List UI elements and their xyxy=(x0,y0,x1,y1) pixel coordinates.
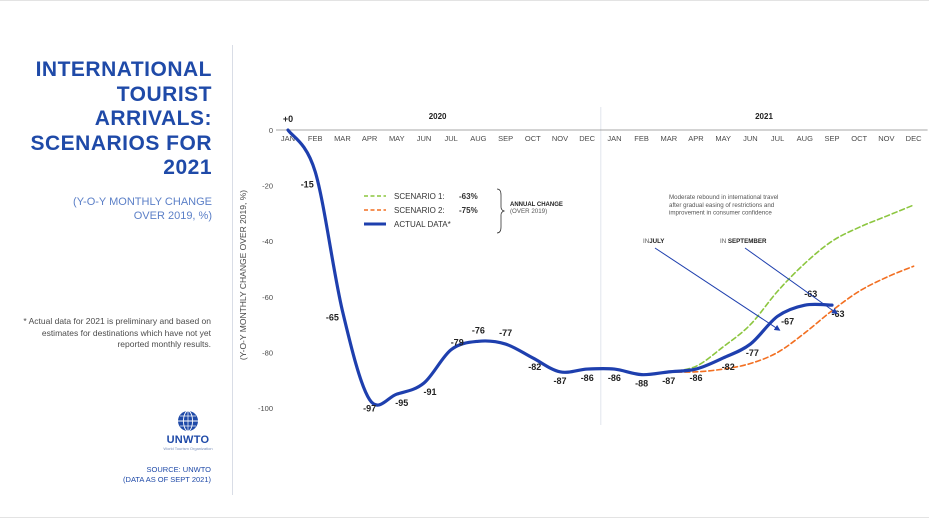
x-tick-label: DEC xyxy=(579,134,595,143)
callout-arrow-july xyxy=(654,247,781,331)
legend-value-scenario-1: -63% xyxy=(459,192,478,201)
source-line: (DATA AS OF SEPT 2021) xyxy=(123,475,211,484)
callout-emphasis: JULY xyxy=(649,238,665,245)
title-line: 2021 xyxy=(163,156,212,179)
x-tick-label: APR xyxy=(362,134,378,143)
y-tick-label: -60 xyxy=(262,293,273,302)
footnote: * Actual data for 2021 is preliminary an… xyxy=(23,316,211,349)
y-tick-label: 0 xyxy=(269,126,273,135)
logo-name: UNWTO xyxy=(166,434,210,446)
x-tick-label: OCT xyxy=(851,134,867,143)
x-tick-label: MAY xyxy=(715,134,731,143)
x-tick-label: AUG xyxy=(470,134,486,143)
annotation-line: improvement in consumer confidence xyxy=(669,210,772,217)
data-label: -86 xyxy=(608,373,621,383)
globe-icon xyxy=(178,410,198,432)
x-tick-label: SEP xyxy=(498,134,513,143)
x-tick-label: JUL xyxy=(445,134,458,143)
x-tick-label: NOV xyxy=(552,134,568,143)
y-axis-label: (Y-O-Y MONTHLY CHANGE OVER 2019, %) xyxy=(238,190,248,360)
x-tick-label: JUN xyxy=(743,134,758,143)
x-tick-label: MAY xyxy=(389,134,405,143)
x-tick-label: NOV xyxy=(878,134,894,143)
subtitle-line: OVER 2019, %) xyxy=(133,209,212,222)
data-label: -95 xyxy=(395,398,408,408)
y-tick-label: -20 xyxy=(262,182,273,191)
legend-value-scenario-2: -75% xyxy=(459,206,478,215)
x-tick-label: JUN xyxy=(417,134,432,143)
page-title: INTERNATIONAL TOURIST ARRIVALS: SCENARIO… xyxy=(12,58,212,181)
title-line: SCENARIOS FOR xyxy=(30,131,212,155)
callout-emphasis: SEPTEMBER xyxy=(728,238,767,245)
legend-label-scenario-2: SCENARIO 2: xyxy=(394,206,445,215)
chart-legend: SCENARIO 1: -63% SCENARIO 2: -75% ACTUAL DAT… xyxy=(364,188,563,234)
x-tick-label: APR xyxy=(688,134,704,143)
legend-label-scenario-1: SCENARIO 1: xyxy=(394,192,445,201)
callout-prefix: IN xyxy=(720,238,728,245)
series-line-actual xyxy=(286,128,834,407)
title-line: ARRIVALS: xyxy=(94,107,212,130)
data-label: -67 xyxy=(781,316,794,326)
callout-july: INJULY xyxy=(643,238,665,245)
data-label: -88 xyxy=(635,379,648,389)
callout-arrow-september xyxy=(744,247,838,315)
y-tick-label: -80 xyxy=(262,348,273,357)
x-tick-label: JAN xyxy=(281,134,295,143)
legend-group-sublabel: (OVER 2019) xyxy=(510,208,547,215)
data-label: -77 xyxy=(746,348,759,358)
data-label: -63 xyxy=(804,289,817,299)
data-label: -82 xyxy=(722,362,735,372)
legend-group-label: ANNUAL CHANGE xyxy=(510,202,563,208)
data-label: -76 xyxy=(472,325,485,335)
data-label: -77 xyxy=(499,328,512,338)
x-tick-label: AUG xyxy=(797,134,813,143)
annotation-line: Moderate rebound in international travel xyxy=(669,194,778,201)
y-tick-label: -100 xyxy=(258,404,273,413)
series-line-scenario-2 xyxy=(668,265,915,373)
source-note: SOURCE: UNWTO (DATA AS OF SEPT 2021) xyxy=(90,465,211,485)
data-label: +0 xyxy=(283,114,293,124)
subtitle-line: (Y-O-Y MONTHLY CHANGE xyxy=(73,195,212,208)
data-label: -97 xyxy=(363,404,376,414)
line-chart: 2020 2021 JAN FEB MAR APR MAY JUN JUL AUG SEP OCT NO… xyxy=(238,107,928,425)
logo-tagline: World Tourism Organization xyxy=(163,446,213,451)
year-label-2020: 2020 xyxy=(429,112,447,121)
source-line: SOURCE: UNWTO xyxy=(146,465,211,474)
data-label: -79 xyxy=(451,338,464,348)
page-subtitle: (Y-O-Y MONTHLY CHANGE OVER 2019, %) xyxy=(12,195,212,223)
callout-prefix: IN xyxy=(643,238,649,245)
callout-september: IN SEPTEMBER xyxy=(720,238,767,245)
title-line: INTERNATIONAL xyxy=(35,58,212,81)
x-tick-label: OCT xyxy=(525,134,541,143)
data-label: -86 xyxy=(689,373,702,383)
x-tick-label: FEB xyxy=(308,134,323,143)
data-label: -15 xyxy=(301,180,314,190)
data-label: -91 xyxy=(423,387,436,397)
panel-divider xyxy=(232,45,233,495)
legend-brace xyxy=(496,188,506,234)
left-panel: INTERNATIONAL TOURIST ARRIVALS: SCENARIO… xyxy=(12,58,212,223)
data-label: -87 xyxy=(553,376,566,386)
x-tick-label: SEP xyxy=(824,134,839,143)
y-tick-label: -40 xyxy=(262,237,273,246)
data-label: -82 xyxy=(528,362,541,372)
x-tick-label: DEC xyxy=(906,134,922,143)
series-line-scenario-1 xyxy=(668,204,915,373)
data-label: -65 xyxy=(326,313,339,323)
x-tick-label: JAN xyxy=(607,134,621,143)
x-tick-label: JUL xyxy=(771,134,784,143)
data-label: -87 xyxy=(662,376,675,386)
data-label: -63 xyxy=(831,309,844,319)
year-label-2021: 2021 xyxy=(755,112,773,121)
title-line: TOURIST xyxy=(116,82,212,106)
x-tick-label: MAR xyxy=(334,134,351,143)
data-label: -86 xyxy=(581,373,594,383)
x-tick-label: MAR xyxy=(660,134,677,143)
unwto-logo: UNWTO World Tourism Organization xyxy=(163,410,213,451)
legend-label-actual: ACTUAL DATA* xyxy=(394,220,451,229)
x-tick-label: FEB xyxy=(634,134,649,143)
annotation-line: after gradual easing of restrictions and xyxy=(669,202,775,209)
